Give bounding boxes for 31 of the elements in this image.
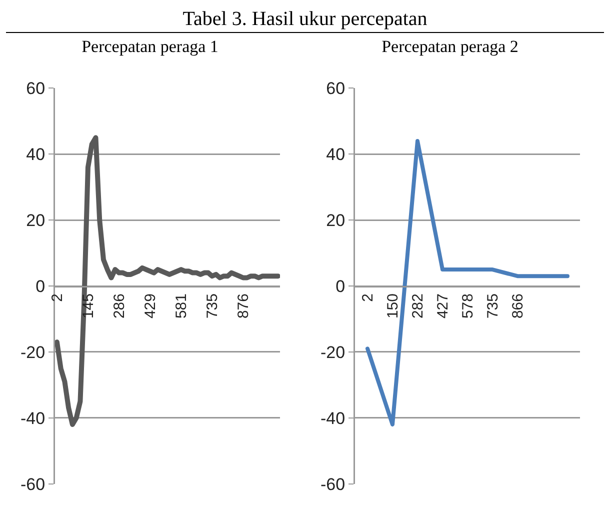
x-tick-label: 282	[409, 294, 426, 319]
y-tick-label: -60	[20, 474, 46, 494]
y-tick-label: -60	[320, 474, 346, 494]
x-tick-label: 581	[172, 294, 190, 319]
y-tick-label: 40	[326, 145, 346, 164]
chart-title: Percepatan peraga 1	[82, 36, 218, 56]
x-tick-label: 735	[484, 294, 502, 319]
y-tick-label: 60	[326, 79, 346, 98]
chart-title: Percepatan peraga 2	[382, 36, 518, 56]
x-tick-label: 735	[204, 294, 221, 319]
x-tick-label: 876	[235, 294, 252, 319]
x-tick-label: 578	[459, 294, 476, 319]
x-tick-label: 866	[509, 294, 526, 319]
x-tick-label: 286	[110, 294, 128, 319]
x-tick-label: 145	[80, 294, 97, 319]
y-tick-label: 0	[36, 276, 46, 296]
y-tick-label: -20	[320, 342, 346, 362]
x-tick-label: 427	[434, 294, 452, 319]
y-tick-label: 60	[26, 79, 46, 98]
x-tick-label: 150	[384, 294, 402, 319]
x-tick-label: 2	[48, 294, 66, 302]
y-tick-label: 20	[26, 211, 46, 230]
y-tick-label: -20	[20, 342, 46, 362]
y-tick-label: 0	[336, 276, 346, 296]
x-tick-label: 2	[359, 294, 376, 302]
y-tick-label: -40	[320, 408, 346, 428]
text: Tabel 3. Hasil ukur percepatan	[182, 7, 428, 32]
x-tick-label: 429	[142, 294, 159, 319]
y-tick-label: 20	[326, 211, 346, 230]
y-tick-label: 40	[26, 145, 46, 164]
y-tick-label: -40	[20, 408, 46, 428]
